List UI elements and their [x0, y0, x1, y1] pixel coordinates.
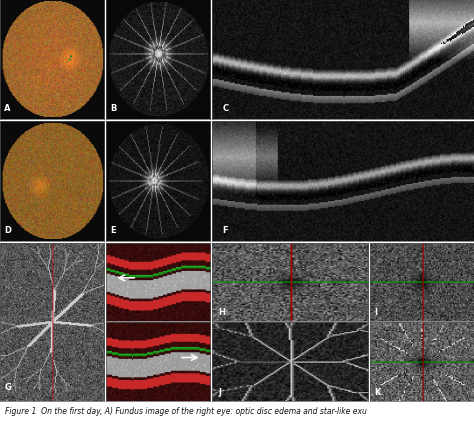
- Text: B: B: [110, 104, 117, 113]
- Text: A: A: [4, 104, 11, 113]
- Text: J: J: [218, 387, 221, 396]
- Text: I: I: [374, 308, 377, 317]
- Text: F: F: [222, 225, 228, 234]
- Text: K: K: [374, 387, 380, 396]
- Text: C: C: [222, 104, 228, 113]
- Text: Figure 1  On the first day, A) Fundus image of the right eye: optic disc edema a: Figure 1 On the first day, A) Fundus ima…: [5, 406, 366, 415]
- Text: D: D: [4, 225, 11, 234]
- Text: E: E: [110, 225, 116, 234]
- Text: H: H: [218, 308, 225, 317]
- Text: G: G: [4, 382, 11, 391]
